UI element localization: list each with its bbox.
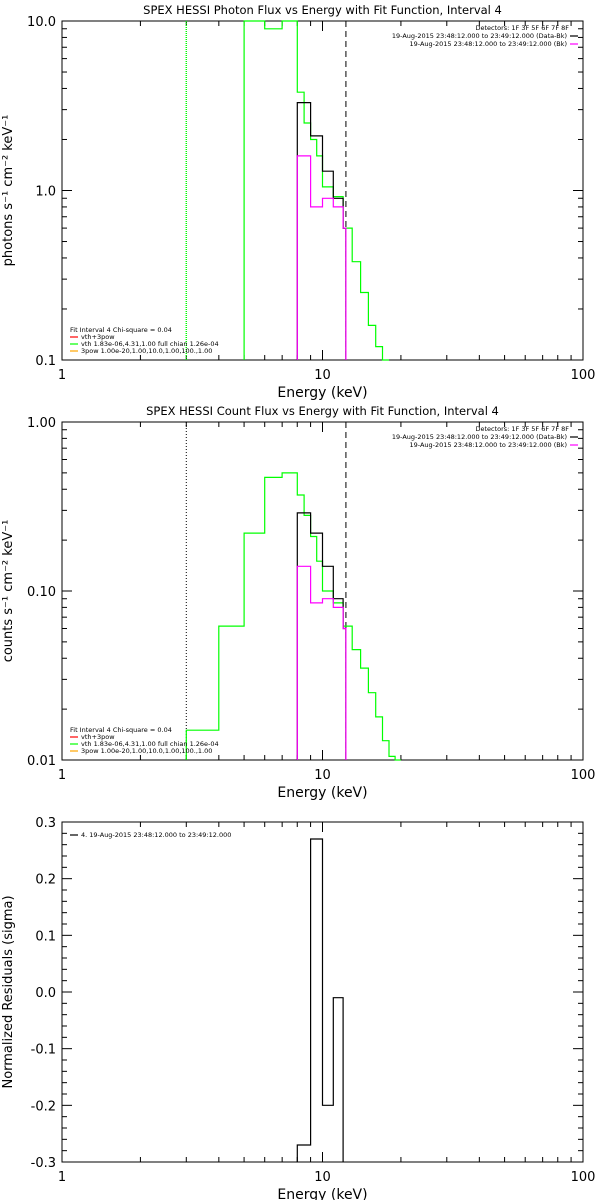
legend-detectors: Detectors: 1F 3F 5F 6F 7F 8F	[475, 425, 569, 433]
y-tick-label: 10.0	[27, 15, 56, 30]
spectrum-series-0	[185, 472, 401, 761]
y-tick-label: -0.2	[31, 1099, 56, 1114]
x-tick-label: 1	[58, 368, 66, 383]
spectrum-series-0	[243, 20, 389, 361]
x-axis-label: Energy (keV)	[277, 1187, 367, 1200]
legend-detectors: Detectors: 1F 3F 5F 6F 7F 8F	[475, 24, 569, 32]
plot-frame	[61, 20, 584, 361]
x-axis-label: Energy (keV)	[277, 385, 367, 401]
spectrum-series-0	[296, 838, 344, 1162]
spectrum-series-2	[296, 565, 347, 760]
y-tick-label: 1.0	[35, 185, 56, 200]
legend-fit-interval: Fit Interval 4 Chi-square = 0.04	[70, 726, 172, 734]
legend-fit-interval: Fit Interval 4 Chi-square = 0.04	[70, 326, 172, 334]
chart-title: SPEX HESSI Photon Flux vs Energy with Fi…	[143, 3, 502, 17]
chart-title: SPEX HESSI Count Flux vs Energy with Fit…	[146, 404, 499, 418]
spectrum-series-1	[296, 101, 347, 360]
legend-right-entry: 19-Aug-2015 23:48:12.000 to 23:49:12.000…	[410, 441, 567, 449]
y-tick-label: 0.1	[35, 929, 56, 944]
legend-left-entry: vth+3pow	[81, 333, 115, 341]
y-axis-label: Normalized Residuals (sigma)	[1, 895, 16, 1088]
x-tick-label: 100	[571, 368, 596, 383]
x-tick-label: 1	[58, 768, 66, 783]
y-axis-label: counts s⁻¹ cm⁻² keV⁻¹	[1, 520, 16, 663]
legend-left-entry: vth+3pow	[81, 733, 115, 741]
x-tick-label: 100	[571, 768, 596, 783]
x-tick-label: 10	[314, 368, 331, 383]
y-tick-label: 0.10	[27, 585, 56, 600]
y-tick-label: 0.3	[35, 816, 56, 831]
y-tick-label: 0.2	[35, 873, 56, 888]
x-axis-label: Energy (keV)	[277, 785, 367, 801]
x-tick-label: 10	[314, 1170, 331, 1185]
legend-right-entry: 19-Aug-2015 23:48:12.000 to 23:49:12.000…	[392, 32, 567, 40]
legend-left-entry: 3pow 1.00e-20,1.00,10.0,1.00,100.,1.00	[81, 747, 212, 755]
spectrum-series-1	[296, 512, 347, 760]
legend-left-entry: 4. 19-Aug-2015 23:48:12.000 to 23:49:12.…	[81, 831, 231, 839]
y-tick-label: 0.1	[35, 354, 56, 369]
spectrum-series-2	[296, 155, 347, 360]
y-tick-label: -0.3	[31, 1156, 56, 1171]
legend-left-entry: vth 1.83e-06,4.31,1.00 full chian 1.26e-…	[81, 340, 219, 348]
legend-left-entry: 3pow 1.00e-20,1.00,10.0,1.00,100.,1.00	[81, 347, 212, 355]
y-tick-label: 1.00	[27, 416, 56, 431]
legend-right-entry: 19-Aug-2015 23:48:12.000 to 23:49:12.000…	[392, 433, 567, 441]
legend-left-entry: vth 1.83e-06,4.31,1.00 full chian 1.26e-…	[81, 740, 219, 748]
x-tick-label: 100	[571, 1170, 596, 1185]
x-tick-label: 10	[314, 768, 331, 783]
y-tick-label: -0.1	[31, 1043, 56, 1058]
x-tick-label: 1	[58, 1170, 66, 1185]
y-tick-label: 0.01	[27, 754, 56, 769]
y-tick-label: 0.0	[35, 986, 56, 1001]
legend-right-entry: 19-Aug-2015 23:48:12.000 to 23:49:12.000…	[410, 40, 567, 48]
y-axis-label: photons s⁻¹ cm⁻² keV⁻¹	[1, 115, 16, 267]
